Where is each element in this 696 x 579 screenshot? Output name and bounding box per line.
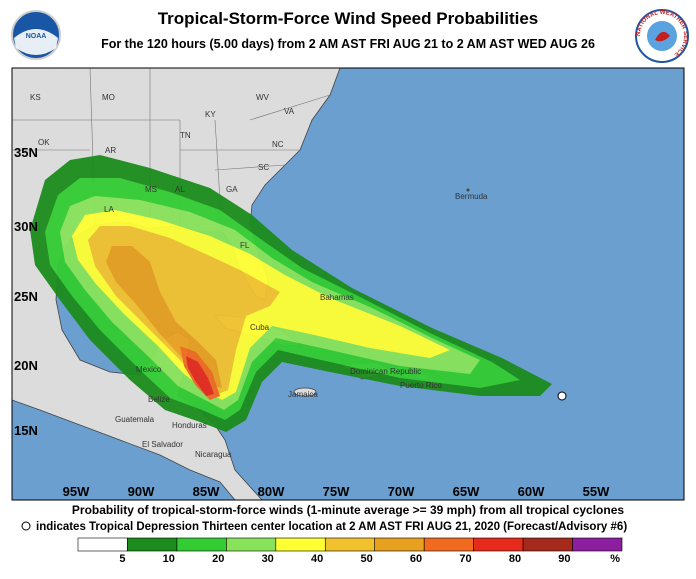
place-label: WV (256, 93, 270, 102)
place-label: AR (105, 146, 116, 155)
noaa-logo: NOAA (11, 10, 61, 60)
place-label: Bahamas (320, 293, 354, 302)
legend-label: 50 (360, 553, 372, 565)
lat-label: 20N (14, 358, 38, 373)
bermuda (466, 188, 470, 192)
legend-label: 20 (212, 553, 224, 565)
place-label: KY (205, 110, 216, 119)
place-label: Honduras (172, 421, 207, 430)
place-label: OK (38, 138, 50, 147)
place-label: FL (240, 241, 250, 250)
place-label: Belize (148, 395, 170, 404)
place-label: AL (175, 185, 185, 194)
legend-label: 10 (163, 553, 175, 565)
lon-label: 65W (453, 484, 480, 499)
legend-label: 70 (459, 553, 471, 565)
place-label: TN (180, 131, 191, 140)
place-label: El Salvador (142, 440, 183, 449)
legend-swatch (423, 537, 474, 552)
place-label: Dominican Republic (350, 367, 421, 376)
legend-unit: % (610, 553, 620, 565)
legend-swatch (374, 537, 425, 552)
probability-swath (30, 155, 552, 432)
legend-label: 30 (262, 553, 274, 565)
place-label: KS (30, 93, 41, 102)
lat-label: 35N (14, 145, 38, 160)
center-icon (21, 521, 31, 531)
legend-label: 40 (311, 553, 323, 565)
logo-text: NOAA (26, 33, 47, 40)
place-label: Bermuda (455, 192, 488, 201)
nws-logo: NATIONAL WEATHER SERVICE (635, 9, 689, 63)
legend-label: 5 (119, 553, 125, 565)
legend-swatch (226, 537, 277, 552)
lon-label: 55W (583, 484, 610, 499)
legend-swatch (522, 537, 573, 552)
place-label: Mexico (136, 365, 162, 374)
legend-swatch (275, 537, 326, 552)
legend-label: 80 (509, 553, 521, 565)
map: KS MO KY WV VA OK AR TN NC SC MS AL GA L… (11, 67, 685, 501)
lon-label: 60W (518, 484, 545, 499)
lat-label: 25N (14, 289, 38, 304)
legend-swatch (572, 537, 623, 552)
place-label: Jamaica (288, 390, 318, 399)
place-label: Nicaragua (195, 450, 232, 459)
place-label: MO (102, 93, 115, 102)
subtitle: For the 120 hours (5.00 days) from 2 AM … (101, 37, 595, 51)
legend-swatch (176, 537, 227, 552)
legend-swatch (77, 537, 128, 552)
place-label: SC (258, 163, 269, 172)
footer-line: Probability of tropical-storm-force wind… (72, 503, 624, 517)
lon-label: 75W (323, 484, 350, 499)
legend-swatch (324, 537, 376, 552)
title: Tropical-Storm-Force Wind Speed Probabil… (158, 9, 539, 28)
place-label: LA (104, 205, 114, 214)
footer-line: indicates Tropical Depression Thirteen c… (36, 521, 627, 533)
lat-label: 15N (14, 423, 38, 438)
lon-label: 90W (128, 484, 155, 499)
jamaica (293, 387, 317, 397)
place-label: VA (284, 107, 295, 116)
lon-label: 70W (388, 484, 415, 499)
graticule-labels: 35N 30N 25N 20N 15N 95W 90W 85W 80W 75W 70W 65W 60W 5… (14, 145, 610, 499)
legend-swatch (127, 537, 178, 552)
place-label: Cuba (250, 323, 270, 332)
legend: 5 10 20 30 40 50 60 70 80 90% (77, 537, 623, 565)
map-frame (11, 67, 685, 501)
place-label: GA (226, 185, 238, 194)
place-label: NC (272, 140, 284, 149)
place-label: Puerto Rico (400, 381, 442, 390)
place-label: Guatemala (115, 415, 155, 424)
lat-label: 30N (14, 219, 38, 234)
storm-center (557, 391, 567, 401)
legend-swatch (473, 537, 524, 552)
state-lines (12, 68, 331, 233)
lon-label: 85W (193, 484, 220, 499)
legend-label: 90 (558, 553, 570, 565)
lon-label: 95W (63, 484, 90, 499)
lon-label: 80W (258, 484, 285, 499)
place-label: MS (145, 185, 157, 194)
legend-label: 60 (410, 553, 422, 565)
